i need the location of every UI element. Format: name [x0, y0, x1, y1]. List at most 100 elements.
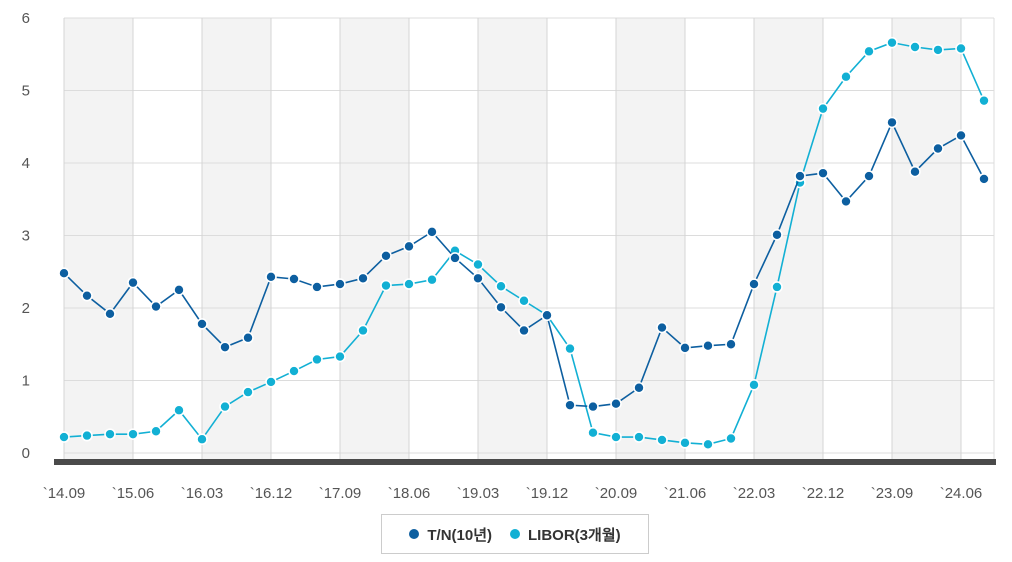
data-point-0	[932, 142, 944, 155]
y-tick-label: 2	[22, 300, 30, 317]
data-point-1	[564, 342, 576, 355]
data-point-1	[127, 428, 139, 440]
y-tick-label: 0	[22, 445, 30, 462]
x-tick-label: `14.09	[43, 485, 86, 502]
data-point-0	[495, 301, 507, 314]
data-point-0	[817, 167, 829, 179]
data-point-1	[472, 258, 484, 271]
band	[892, 18, 961, 462]
data-point-0	[265, 271, 277, 283]
data-point-1	[909, 41, 921, 53]
data-point-0	[633, 381, 645, 394]
y-axis: 0 1 2 3 4 5 6	[22, 10, 30, 462]
data-point-0	[541, 309, 553, 322]
legend-item-libor[interactable]: LIBOR(3개월)	[510, 524, 621, 545]
data-point-1	[955, 42, 967, 55]
y-tick-label: 5	[22, 83, 30, 100]
data-point-0	[771, 228, 783, 241]
x-tick-label: `19.03	[457, 485, 500, 502]
data-point-1	[357, 324, 369, 337]
data-point-1	[748, 379, 760, 391]
data-point-0	[955, 129, 967, 142]
x-tick-label: `23.09	[871, 485, 914, 502]
data-point-0	[748, 278, 760, 290]
data-point-0	[909, 165, 921, 178]
data-point-0	[656, 321, 668, 334]
data-point-0	[288, 273, 300, 285]
data-point-1	[242, 386, 254, 398]
x-tick-label: `19.12	[526, 485, 569, 502]
data-point-1	[633, 431, 645, 443]
data-point-1	[288, 365, 300, 377]
y-tick-label: 3	[22, 228, 30, 245]
band	[202, 18, 271, 462]
y-tick-label: 4	[22, 155, 30, 172]
data-point-1	[840, 70, 852, 83]
data-point-1	[495, 280, 507, 293]
data-point-1	[863, 45, 875, 58]
data-point-0	[472, 272, 484, 285]
x-tick-label: `17.09	[319, 485, 362, 502]
data-point-1	[265, 376, 277, 388]
data-point-0	[127, 276, 139, 289]
x-tick-label: `24.06	[940, 485, 983, 502]
data-point-1	[219, 400, 231, 413]
gridlines	[63, 17, 995, 462]
data-point-0	[334, 278, 346, 290]
data-point-1	[587, 426, 599, 439]
data-point-0	[840, 195, 852, 208]
data-point-0	[242, 331, 254, 344]
legend-marker-libor	[510, 529, 521, 539]
data-point-0	[978, 173, 990, 185]
data-point-0	[725, 338, 737, 351]
data-point-1	[380, 279, 392, 292]
legend-label-libor: LIBOR(3개월)	[528, 526, 621, 544]
data-point-0	[380, 250, 392, 262]
data-point-0	[679, 342, 691, 354]
data-point-1	[334, 350, 346, 363]
data-point-1	[104, 428, 116, 440]
legend-item-tn[interactable]: T/N(10년)	[409, 524, 492, 545]
data-point-1	[679, 437, 691, 449]
data-point-0	[357, 272, 369, 285]
data-point-1	[725, 432, 737, 445]
data-point-0	[196, 318, 208, 330]
data-point-1	[403, 278, 415, 290]
data-point-1	[196, 433, 208, 446]
data-point-0	[863, 170, 875, 182]
data-point-0	[564, 399, 576, 411]
data-point-0	[449, 252, 461, 264]
data-point-1	[702, 438, 714, 451]
data-point-0	[104, 307, 116, 320]
data-point-1	[610, 431, 622, 443]
data-point-0	[311, 281, 323, 293]
band	[64, 18, 133, 462]
data-point-1	[150, 425, 162, 438]
band	[754, 18, 823, 462]
band	[340, 18, 409, 462]
alternating-bands	[64, 18, 961, 462]
data-point-0	[518, 324, 530, 337]
data-point-0	[587, 400, 599, 413]
data-point-1	[817, 102, 829, 115]
data-point-0	[610, 397, 622, 410]
data-point-0	[58, 267, 70, 280]
x-axis: `14.09 `15.06 `16.03 `16.12 `17.09 `18.06 `19.…	[43, 459, 996, 502]
x-tick-label: `16.03	[181, 485, 224, 502]
data-point-0	[173, 284, 185, 296]
data-point-1	[58, 431, 70, 443]
data-point-1	[311, 353, 323, 366]
data-point-0	[794, 170, 806, 182]
data-point-1	[886, 36, 898, 49]
x-tick-label: `20.09	[595, 485, 638, 502]
data-point-1	[518, 294, 530, 307]
data-point-0	[702, 339, 714, 352]
data-point-0	[219, 341, 231, 353]
data-point-1	[932, 44, 944, 56]
data-point-1	[173, 404, 185, 417]
x-tick-label: `21.06	[664, 485, 707, 502]
data-point-0	[81, 289, 93, 302]
legend-marker-tn	[409, 529, 420, 539]
legend-label-tn: T/N(10년)	[427, 526, 493, 544]
